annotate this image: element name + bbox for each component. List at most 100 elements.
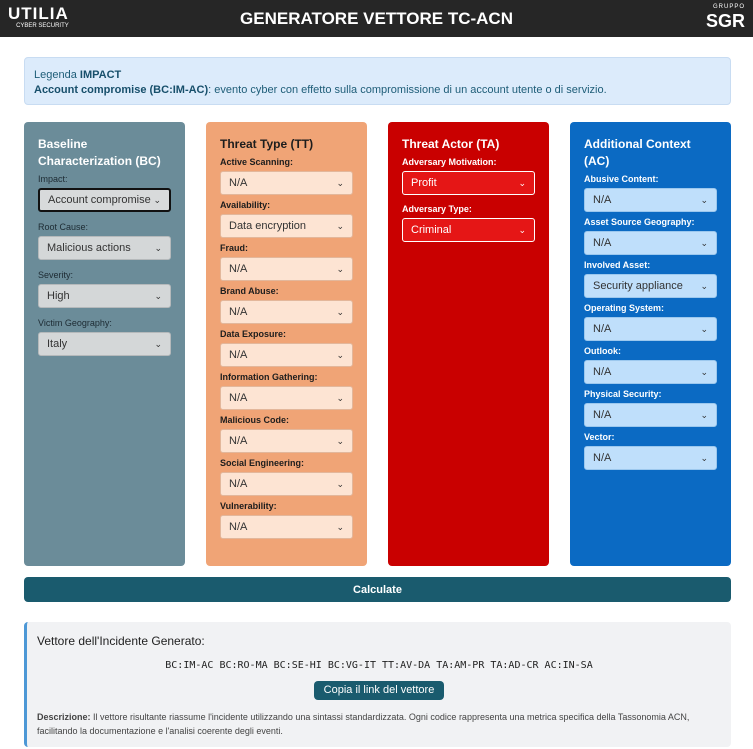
field-social-engineering: Social Engineering: N/A ⌄ (220, 458, 353, 496)
select-value: N/A (229, 435, 248, 447)
chevron-down-icon: ⌄ (700, 409, 708, 420)
field-brand-abuse: Brand Abuse: N/A ⌄ (220, 286, 353, 324)
select-value: N/A (229, 478, 248, 490)
chevron-down-icon: ⌄ (153, 194, 161, 205)
copy-link-button[interactable]: Copia il link del vettore (313, 681, 445, 700)
field-label: Root Cause: (38, 222, 89, 232)
logo-text: UTILIA (8, 4, 69, 23)
field-label: Operating System: (584, 303, 665, 313)
select-value: Data encryption (229, 220, 307, 232)
column-threat-actor: Threat Actor (TA) Adversary Motivation: Pr… (388, 122, 549, 566)
adversary-motivation-select[interactable]: Profit ⌄ (402, 171, 535, 195)
chevron-down-icon: ⌄ (336, 263, 344, 274)
fraud-select[interactable]: N/A ⌄ (220, 257, 353, 281)
field-asset-source-geography: Asset Source Geography: N/A ⌄ (584, 217, 717, 255)
field-outlook: Outlook: N/A ⌄ (584, 346, 717, 384)
field-victim-geography: Victim Geography: Italy ⌄ (38, 318, 171, 356)
select-value: N/A (229, 306, 248, 318)
select-value: Account compromise (48, 194, 151, 206)
field-label: Victim Geography: (38, 318, 112, 328)
chevron-down-icon: ⌄ (700, 194, 708, 205)
select-value: N/A (593, 452, 612, 464)
chevron-down-icon: ⌄ (518, 177, 526, 188)
vector-select[interactable]: N/A ⌄ (584, 446, 717, 470)
active-scanning-select[interactable]: N/A ⌄ (220, 171, 353, 195)
information-gathering-select[interactable]: N/A ⌄ (220, 386, 353, 410)
brand-abuse-select[interactable]: N/A ⌄ (220, 300, 353, 324)
description-text: Il vettore risultante riassume l'inciden… (37, 712, 690, 736)
chevron-down-icon: ⌄ (336, 220, 344, 231)
data-exposure-select[interactable]: N/A ⌄ (220, 343, 353, 367)
impact-select[interactable]: Account compromise ⌄ (38, 188, 171, 212)
chevron-down-icon: ⌄ (336, 478, 344, 489)
page-title: GENERATORE VETTORE TC-ACN (240, 8, 513, 28)
field-label: Physical Security: (584, 389, 662, 399)
select-value: Profit (411, 177, 437, 189)
utilia-logo: UTILIA CYBER SECURITY (8, 5, 69, 30)
select-value: N/A (229, 177, 248, 189)
legend-term: IMPACT (79, 69, 122, 81)
field-root-cause: Root Cause: Malicious actions ⌄ (38, 222, 171, 260)
chevron-down-icon: ⌄ (700, 366, 708, 377)
field-label: Fraud: (220, 243, 248, 253)
field-label: Social Engineering: (220, 458, 305, 468)
involved-asset-select[interactable]: Security appliance ⌄ (584, 274, 717, 298)
app-header: UTILIA CYBER SECURITY GENERATORE VETTORE … (0, 0, 753, 37)
chevron-down-icon: ⌄ (700, 323, 708, 334)
field-label: Malicious Code: (220, 415, 290, 425)
field-label: Data Exposure: (220, 329, 287, 339)
field-impact: Impact: Account compromise ⌄ (38, 174, 171, 212)
field-active-scanning: Active Scanning: N/A ⌄ (220, 157, 353, 195)
field-availability: Availability: Data encryption ⌄ (220, 200, 353, 238)
column-title: Threat Actor (TA) (402, 137, 500, 151)
chevron-down-icon: ⌄ (336, 306, 344, 317)
description-label: Descrizione: (37, 712, 91, 722)
physical-security-select[interactable]: N/A ⌄ (584, 403, 717, 427)
select-value: N/A (229, 392, 248, 404)
malicious-code-select[interactable]: N/A ⌄ (220, 429, 353, 453)
field-label: Vulnerability: (220, 501, 277, 511)
operating-system-select[interactable]: N/A ⌄ (584, 317, 717, 341)
field-severity: Severity: High ⌄ (38, 270, 171, 308)
asset-source-geography-select[interactable]: N/A ⌄ (584, 231, 717, 255)
field-operating-system: Operating System: N/A ⌄ (584, 303, 717, 341)
field-physical-security: Physical Security: N/A ⌄ (584, 389, 717, 427)
outlook-select[interactable]: N/A ⌄ (584, 360, 717, 384)
field-label: Asset Source Geography: (584, 217, 695, 227)
logo-subtext: CYBER SECURITY (16, 23, 69, 29)
social-engineering-select[interactable]: N/A ⌄ (220, 472, 353, 496)
chevron-down-icon: ⌄ (336, 177, 344, 188)
main-content: Legenda IMPACT Account compromise (BC:IM… (0, 37, 753, 749)
column-additional-context: Additional Context (AC) Abusive Content: N… (570, 122, 731, 566)
availability-select[interactable]: Data encryption ⌄ (220, 214, 353, 238)
victim-geography-select[interactable]: Italy ⌄ (38, 332, 171, 356)
select-value: N/A (229, 349, 248, 361)
chevron-down-icon: ⌄ (336, 521, 344, 532)
legend-box: Legenda IMPACT Account compromise (BC:IM… (24, 57, 731, 105)
select-value: Malicious actions (47, 242, 131, 254)
chevron-down-icon: ⌄ (154, 290, 162, 301)
severity-select[interactable]: High ⌄ (38, 284, 171, 308)
field-vulnerability: Vulnerability: N/A ⌄ (220, 501, 353, 539)
column-baseline-characterization: Baseline Characterization (BC) Impact: Acc… (24, 122, 185, 566)
calculate-button[interactable]: Calculate (24, 577, 731, 602)
field-information-gathering: Information Gathering: N/A ⌄ (220, 372, 353, 410)
column-title: Threat Type (TT) (220, 137, 314, 151)
field-label: Impact: (38, 174, 68, 184)
field-fraud: Fraud: N/A ⌄ (220, 243, 353, 281)
adversary-type-select[interactable]: Criminal ⌄ (402, 218, 535, 242)
chevron-down-icon: ⌄ (700, 280, 708, 291)
vulnerability-select[interactable]: N/A ⌄ (220, 515, 353, 539)
chevron-down-icon: ⌄ (336, 435, 344, 446)
chevron-down-icon: ⌄ (700, 452, 708, 463)
column-title: Additional Context (AC) (584, 137, 691, 168)
field-involved-asset: Involved Asset: Security appliance ⌄ (584, 260, 717, 298)
field-vector: Vector: N/A ⌄ (584, 432, 717, 470)
root-cause-select[interactable]: Malicious actions ⌄ (38, 236, 171, 260)
description: Descrizione: Il vettore risultante riass… (37, 710, 721, 738)
field-label: Abusive Content: (584, 174, 659, 184)
select-value: N/A (593, 237, 612, 249)
abusive-content-select[interactable]: N/A ⌄ (584, 188, 717, 212)
sgr-logo: GRUPPO SGR (706, 4, 745, 31)
field-label: Involved Asset: (584, 260, 651, 270)
